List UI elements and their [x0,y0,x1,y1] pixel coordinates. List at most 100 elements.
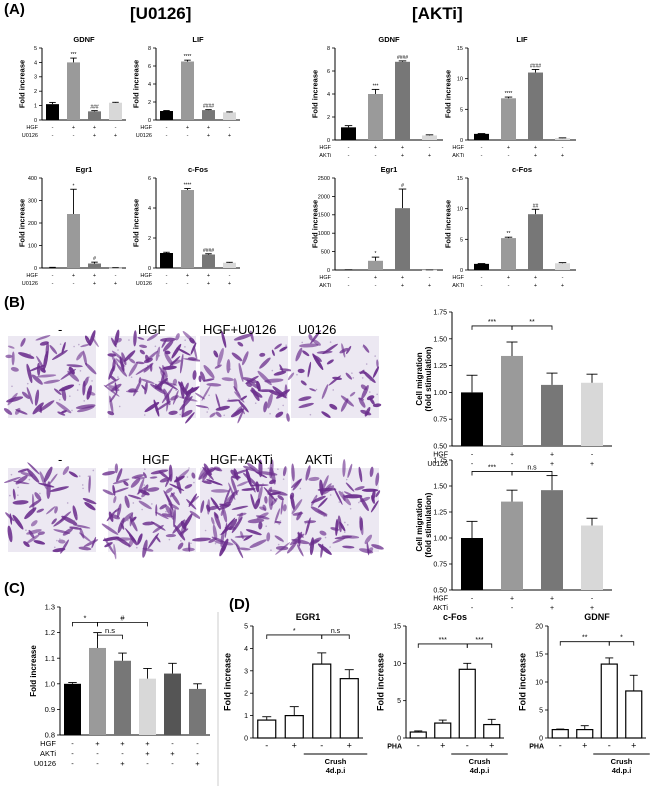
stained-cell [102,536,120,542]
stained-cell [26,534,40,544]
pore [92,469,95,472]
chart-a-u-gdnf: GDNF 0 1 2 3 4 5 Fold increase *** ### HGF - + + - U012… [17,35,126,139]
bar [541,490,563,590]
stained-cell [236,481,249,487]
bar [551,728,569,739]
condition-mark: - [71,739,74,748]
condition-mark: - [562,275,564,281]
stained-cell [26,386,33,405]
stained-cell [259,357,271,369]
pore [81,484,84,486]
stained-cell [240,530,244,540]
stained-cell [153,399,160,417]
pore [143,484,146,486]
y-tick-label: 0 [539,735,543,742]
significance-label: ** [507,231,511,237]
pore [88,376,90,378]
bar [89,647,106,735]
stained-cell [82,350,88,366]
stained-cell [347,463,353,478]
condition-mark: - [429,275,431,281]
stained-cell [269,479,276,485]
condition-mark: + [534,275,537,281]
stained-cell [68,366,75,375]
stained-cell [290,494,295,510]
stained-cell [183,358,204,362]
stained-cell [23,541,30,548]
condition-mark: - [559,741,562,751]
stained-cell [310,539,320,544]
bar [223,262,236,268]
pore [17,494,19,496]
stained-cell [255,471,268,479]
condition-mark: - [511,605,514,612]
stained-cell [364,534,373,545]
stained-cell [280,499,284,515]
stained-cell [84,501,96,511]
bracket-label: *** [488,319,496,326]
stained-cell [31,493,35,512]
stained-cell [149,476,158,479]
y-tick-label: 2 [148,236,151,242]
stained-cell [369,466,374,478]
y-tick-label: 0 [327,268,330,274]
pore [165,403,167,406]
pore [168,538,171,541]
stained-cell [296,544,304,557]
condition-mark: - [471,605,474,612]
stained-cell [300,380,307,386]
pore [187,395,190,397]
pore [82,487,84,490]
stained-cell [88,475,91,493]
stained-cell [58,539,66,544]
condition-mark: - [320,741,323,751]
stained-cell [321,483,332,494]
stained-cell [215,393,221,410]
significance-label: #### [203,104,214,110]
stained-cell [251,387,260,402]
significance-label: # [401,183,404,189]
pore [91,380,93,382]
y-tick-label: 8 [327,46,330,52]
stained-cell [53,529,71,534]
stained-cell [123,480,129,487]
y-tick-label: 10 [393,661,401,668]
stained-cell [291,478,303,489]
y-tick-label: 0 [460,138,463,144]
stained-cell [75,404,96,410]
y-axis-label: Fold increase [17,60,26,108]
stained-cell [220,530,225,548]
stained-cell [201,385,211,401]
micrograph-4 [3,462,99,554]
stained-cell [11,351,15,366]
stained-cell [170,492,180,506]
stained-cell [146,487,160,492]
condition-mark: - [481,153,483,159]
stained-cell [39,341,49,346]
condition-mark: + [428,153,431,159]
stained-cell [221,545,226,552]
y-axis-label: Fold increase [131,199,140,247]
pore [36,393,38,396]
stained-cell [52,547,66,553]
stained-cell [159,504,167,510]
stained-cell [215,405,230,411]
pore [269,412,271,415]
condition-mark: + [72,125,75,131]
y-tick-label: 0.75 [433,561,447,568]
y-tick-label: 0 [148,118,151,124]
bar [164,673,181,735]
significance-label: ## [533,203,539,209]
stained-cell [172,508,176,528]
pore [179,413,182,416]
stained-cell [12,488,16,500]
pore [361,377,364,379]
bracket-label: * [293,628,296,635]
y-tick-label: 400 [28,176,37,182]
condition-mark: + [550,605,554,612]
condition-name: HGF [26,125,38,131]
stained-cell [35,335,51,341]
stained-cell [358,466,363,483]
condition-mark: + [93,125,96,131]
pore [76,389,79,391]
